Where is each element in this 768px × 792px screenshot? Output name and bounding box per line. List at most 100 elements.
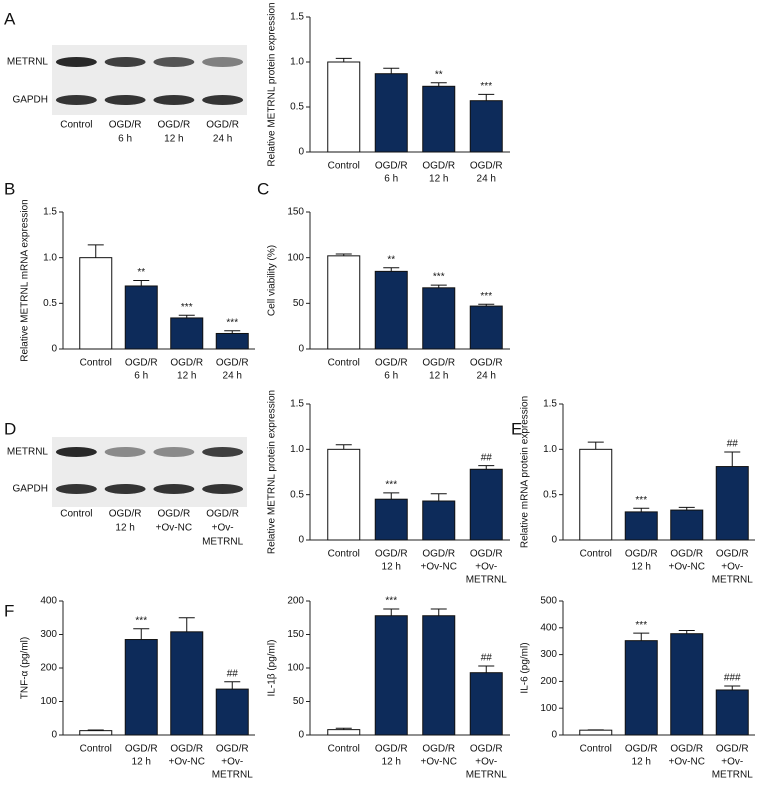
x-tick-label: +Ov- [721, 562, 743, 573]
x-tick-label: +Ov-NC [669, 562, 705, 573]
x-tick-label: OGD/R [125, 358, 158, 369]
y-tick-label: 100 [287, 663, 304, 674]
x-tick-label: OGD/R [375, 161, 408, 172]
x-tick-label: OGD/R [375, 358, 408, 369]
y-tick-label: 0.5 [290, 489, 304, 500]
bar [327, 729, 361, 736]
y-axis-label: IL-1β (pg/ml) [267, 640, 278, 697]
bar [327, 255, 361, 350]
bar [422, 85, 456, 153]
significance-marker: *** [385, 479, 397, 490]
x-tick-label: +Ov-NC [669, 757, 705, 768]
blot-band [104, 57, 146, 67]
y-tick-label: 200 [40, 663, 57, 674]
bar [670, 509, 704, 541]
bar [215, 332, 249, 350]
y-tick-label: 1.0 [543, 444, 557, 455]
blot-band [104, 447, 146, 457]
y-tick-label: 100 [40, 696, 57, 707]
y-tick-label: 150 [287, 629, 304, 640]
x-tick-label: +Ov-NC [421, 757, 457, 768]
y-axis-label: Cell viability (%) [267, 245, 278, 316]
y-tick-label: 1.0 [290, 57, 304, 68]
lane-label: OGD/R [157, 509, 190, 520]
blot-band [202, 447, 244, 457]
significance-marker: ## [227, 668, 239, 679]
lane-label: OGD/R [109, 120, 142, 131]
y-tick-label: 1.0 [290, 444, 304, 455]
x-tick-label: METRNL [466, 770, 508, 781]
significance-marker: ## [727, 439, 739, 450]
y-tick-label: 400 [40, 596, 57, 607]
blot-band [153, 95, 195, 105]
bar [422, 615, 456, 736]
bar [579, 729, 613, 736]
x-tick-label: OGD/R [470, 744, 503, 755]
bar [469, 100, 503, 153]
bar [124, 639, 158, 736]
y-tick-label: 0 [298, 344, 304, 355]
panel-letter: C [257, 179, 269, 198]
bar [715, 689, 749, 736]
x-tick-label: OGD/R [375, 549, 408, 560]
x-tick-label: OGD/R [716, 744, 749, 755]
x-tick-label: OGD/R [422, 358, 455, 369]
y-tick-label: 0 [298, 730, 304, 741]
significance-marker: ** [435, 69, 443, 80]
x-tick-label: 12 h [382, 757, 401, 768]
y-axis-label: IL-6 (pg/ml) [520, 642, 531, 693]
bar [422, 500, 456, 541]
bar [170, 317, 204, 350]
lane-label: 6 h [118, 134, 132, 145]
x-tick-label: OGD/R [470, 161, 503, 172]
y-tick-label: 0 [551, 730, 557, 741]
x-tick-label: 6 h [384, 174, 398, 185]
x-tick-label: 6 h [384, 371, 398, 382]
panel-letter: F [4, 601, 14, 620]
y-tick-label: 1.5 [543, 399, 557, 410]
lane-label: Control [60, 120, 92, 131]
x-tick-label: OGD/R [216, 358, 249, 369]
lane-label: Control [60, 509, 92, 520]
x-tick-label: OGD/R [170, 358, 203, 369]
x-tick-label: OGD/R [422, 744, 455, 755]
significance-marker: ** [387, 254, 395, 265]
lane-label: METRNL [202, 537, 244, 548]
bar [624, 640, 658, 736]
y-axis-label: TNF-α (pg/ml) [20, 637, 31, 699]
y-axis-label: Relative mRNA protein expression [520, 396, 531, 548]
x-tick-label: +Ov- [721, 757, 743, 768]
x-tick-label: 12 h [632, 757, 651, 768]
significance-marker: ** [137, 267, 145, 278]
x-tick-label: METRNL [212, 770, 254, 781]
blot-band [153, 447, 195, 457]
x-tick-label: Control [80, 358, 112, 369]
bar [374, 615, 408, 736]
x-tick-label: OGD/R [625, 549, 658, 560]
y-tick-label: 0 [551, 535, 557, 546]
lane-label: +Ov- [212, 523, 234, 534]
y-tick-label: 0 [51, 344, 57, 355]
y-tick-label: 1.5 [290, 12, 304, 23]
x-tick-label: OGD/R [216, 744, 249, 755]
y-tick-label: 200 [287, 596, 304, 607]
y-tick-label: 0 [51, 730, 57, 741]
bar [327, 448, 361, 541]
panel-letter: E [511, 419, 522, 438]
x-tick-label: 12 h [382, 562, 401, 573]
x-tick-label: OGD/R [670, 549, 703, 560]
y-tick-label: 500 [540, 596, 557, 607]
bar [469, 672, 503, 736]
y-tick-label: 300 [540, 649, 557, 660]
x-tick-label: Control [328, 744, 360, 755]
bar [327, 61, 361, 153]
y-tick-label: 50 [293, 298, 305, 309]
y-tick-label: 150 [287, 207, 304, 218]
bar [79, 257, 113, 350]
y-tick-label: 100 [540, 703, 557, 714]
x-tick-label: +Ov- [475, 757, 497, 768]
significance-marker: *** [433, 272, 445, 283]
x-tick-label: 24 h [477, 371, 496, 382]
significance-marker: *** [635, 620, 647, 631]
y-tick-label: 400 [540, 622, 557, 633]
